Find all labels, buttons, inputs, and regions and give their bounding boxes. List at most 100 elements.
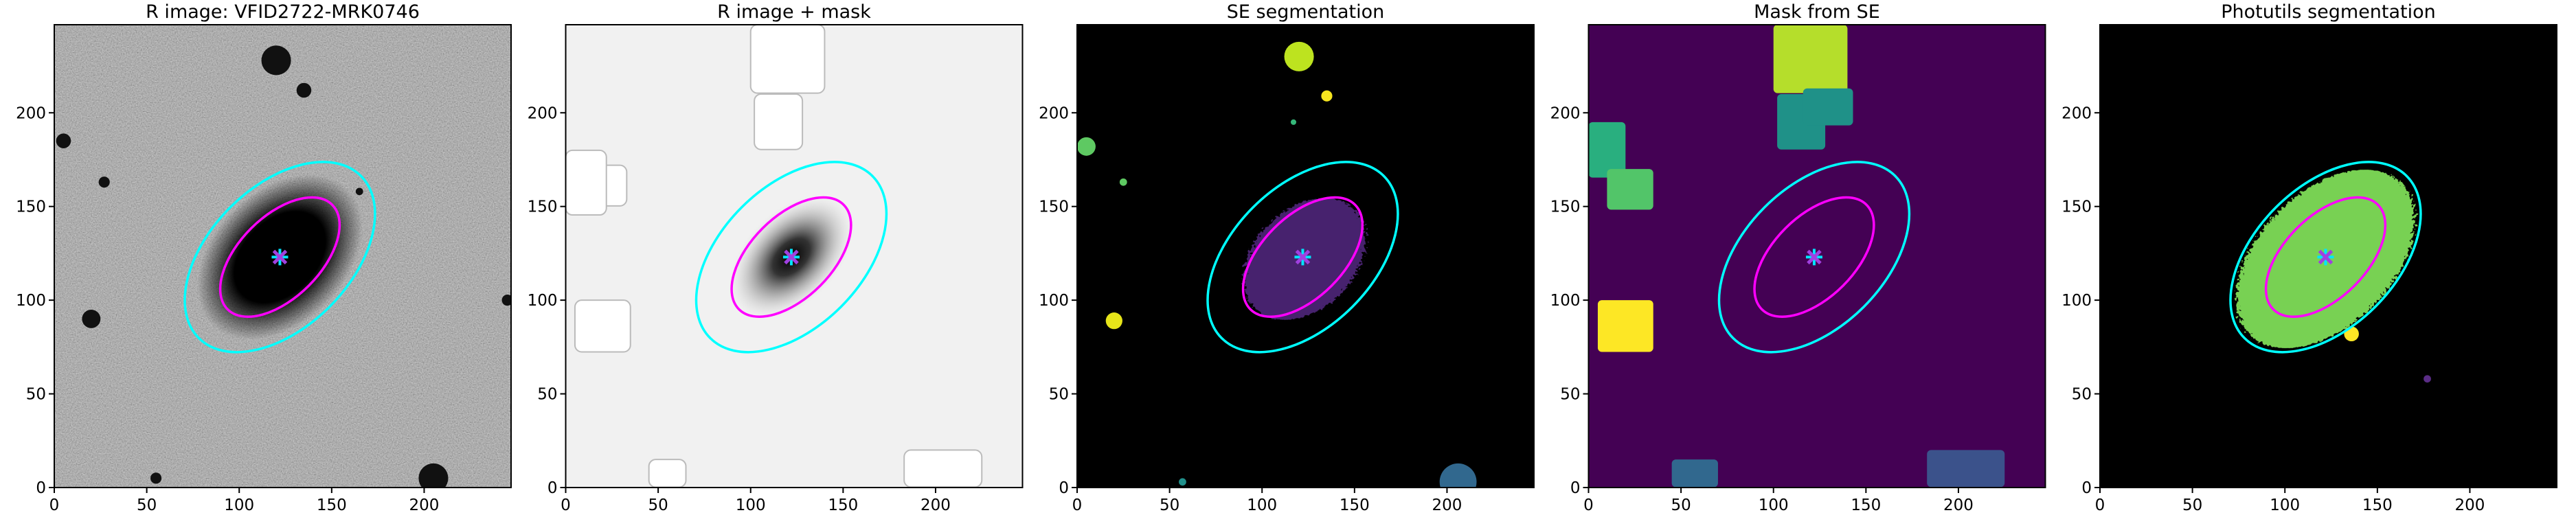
x-tick-label: 0 <box>1583 496 1594 514</box>
x-tick-label: 200 <box>1943 496 1974 514</box>
center-x <box>1295 249 1311 265</box>
image-panel <box>565 25 1023 488</box>
segment <box>1439 463 1477 488</box>
x-tick-label: 50 <box>648 496 668 514</box>
y-tick-label: 0 <box>1059 479 1069 497</box>
x-tick-label: 100 <box>736 496 766 514</box>
inner-ellipse <box>1753 196 1875 319</box>
x-tick-label: 50 <box>137 496 157 514</box>
star <box>261 45 291 76</box>
y-tick-label: 50 <box>1560 386 1580 404</box>
segment <box>1179 478 1186 486</box>
segment <box>1105 312 1122 330</box>
x-tick-label: 200 <box>409 496 440 514</box>
axes-frame <box>565 24 1024 488</box>
outer-ellipse <box>2229 161 2422 354</box>
segment <box>1119 178 1127 186</box>
image-panel <box>1588 25 2046 488</box>
mask-region <box>903 449 983 488</box>
y-tick-label: 200 <box>2061 104 2092 122</box>
outer-ellipse <box>183 161 376 354</box>
segment <box>2344 326 2359 342</box>
x-tick-label: 0 <box>1072 496 1083 514</box>
x-tick-label: 150 <box>1851 496 1881 514</box>
star <box>98 176 110 188</box>
inner-ellipse <box>218 196 341 319</box>
inner-ellipse <box>1241 196 1364 319</box>
mask-region <box>754 93 804 150</box>
star <box>56 133 71 148</box>
star <box>296 82 312 98</box>
x-tick-label: 200 <box>1432 496 1462 514</box>
y-tick-label: 200 <box>528 104 558 122</box>
outer-ellipse <box>694 161 888 354</box>
x-tick-label: 100 <box>224 496 254 514</box>
x-tick-label: 50 <box>1671 496 1691 514</box>
y-tick-label: 0 <box>1570 479 1581 497</box>
y-tick-label: 100 <box>1039 292 1069 310</box>
inner-ellipse <box>730 196 852 319</box>
y-tick-label: 50 <box>26 386 46 404</box>
panel-title: R image + mask <box>717 1 871 23</box>
star <box>150 472 162 484</box>
mask-region <box>749 25 826 94</box>
star <box>82 309 101 328</box>
star <box>501 295 511 306</box>
panel-title: SE segmentation <box>1227 1 1384 23</box>
y-tick-label: 100 <box>528 292 558 310</box>
x-tick-label: 150 <box>828 496 858 514</box>
y-tick-label: 150 <box>1550 198 1581 216</box>
y-tick-label: 0 <box>2081 479 2092 497</box>
mask-region <box>1597 300 1653 352</box>
panel-title: R image: VFID2722-MRK0746 <box>146 1 420 23</box>
segment <box>1321 90 1333 102</box>
segment <box>1077 137 1096 156</box>
y-tick-label: 200 <box>1550 104 1581 122</box>
axes-frame <box>54 24 512 488</box>
segment <box>1290 119 1297 125</box>
mask-region <box>1927 450 2005 488</box>
y-tick-label: 200 <box>16 104 46 122</box>
star <box>418 463 449 488</box>
mask-region <box>1607 169 1653 210</box>
x-tick-label: 50 <box>1160 496 1179 514</box>
x-tick-label: 150 <box>2362 496 2393 514</box>
mask-region <box>1588 122 1626 178</box>
mask-region <box>648 459 687 488</box>
x-tick-label: 100 <box>2270 496 2300 514</box>
y-tick-label: 100 <box>16 292 46 310</box>
x-tick-label: 200 <box>2455 496 2485 514</box>
y-tick-label: 50 <box>1049 386 1069 404</box>
y-tick-label: 150 <box>2061 198 2092 216</box>
mask-region <box>1671 459 1718 488</box>
y-tick-label: 150 <box>528 198 558 216</box>
center-x <box>1807 249 1822 265</box>
y-tick-label: 0 <box>547 479 558 497</box>
x-tick-label: 200 <box>920 496 951 514</box>
image-panel <box>54 25 511 488</box>
axes-frame <box>2099 24 2557 488</box>
center-x <box>272 249 288 265</box>
x-tick-label: 150 <box>1340 496 1370 514</box>
mask-region <box>1773 25 1848 93</box>
y-tick-label: 50 <box>2072 386 2092 404</box>
y-tick-label: 200 <box>1039 104 1069 122</box>
y-tick-label: 100 <box>2061 292 2092 310</box>
star <box>355 187 363 196</box>
x-tick-label: 0 <box>2095 496 2105 514</box>
y-tick-label: 100 <box>1550 292 1581 310</box>
image-panel <box>2100 25 2557 488</box>
center-x <box>784 249 799 265</box>
image-panel <box>1077 25 1534 488</box>
inner-ellipse <box>2264 196 2387 319</box>
segment <box>1284 41 1314 71</box>
x-tick-label: 150 <box>317 496 347 514</box>
segment <box>2424 375 2431 383</box>
y-tick-label: 50 <box>537 386 557 404</box>
outer-ellipse <box>1717 161 1911 354</box>
mask-region <box>565 149 607 216</box>
panel-title: Mask from SE <box>1754 1 1880 23</box>
y-tick-label: 150 <box>16 198 46 216</box>
panel-title: Photutils segmentation <box>2221 1 2436 23</box>
